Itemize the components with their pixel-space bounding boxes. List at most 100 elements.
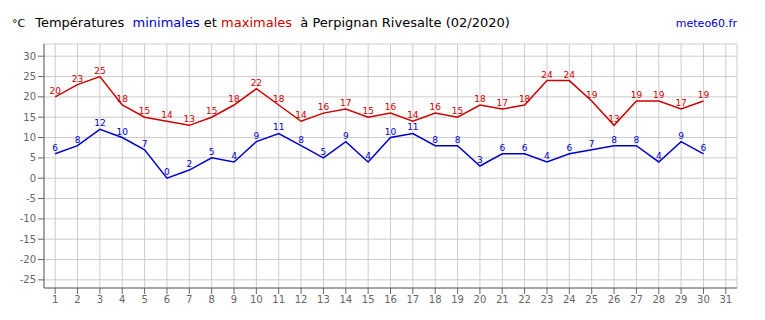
svg-text:0: 0: [30, 173, 36, 184]
svg-text:22: 22: [518, 294, 531, 305]
svg-text:-15: -15: [20, 234, 36, 245]
svg-text:28: 28: [652, 294, 665, 305]
svg-text:8: 8: [611, 135, 617, 145]
svg-text:26: 26: [608, 294, 621, 305]
svg-text:14: 14: [295, 110, 307, 120]
svg-text:7: 7: [589, 139, 595, 149]
svg-text:6: 6: [52, 143, 58, 153]
svg-text:11: 11: [273, 122, 284, 132]
svg-text:27: 27: [630, 294, 643, 305]
svg-text:13: 13: [184, 114, 195, 124]
svg-text:8: 8: [634, 135, 640, 145]
svg-text:4: 4: [656, 151, 662, 161]
svg-text:6: 6: [701, 143, 707, 153]
svg-text:4: 4: [231, 151, 237, 161]
svg-text:7: 7: [142, 139, 148, 149]
svg-text:20: 20: [23, 91, 36, 102]
svg-text:22: 22: [251, 78, 262, 88]
svg-text:24: 24: [541, 70, 553, 80]
svg-text:15: 15: [139, 106, 150, 116]
svg-text:31: 31: [719, 294, 732, 305]
svg-text:-20: -20: [20, 254, 36, 265]
svg-text:8: 8: [432, 135, 438, 145]
svg-text:-25: -25: [20, 274, 36, 285]
svg-text:24: 24: [564, 70, 576, 80]
svg-text:10: 10: [250, 294, 263, 305]
svg-text:9: 9: [343, 131, 349, 141]
svg-text:25: 25: [585, 294, 598, 305]
svg-text:18: 18: [429, 294, 442, 305]
svg-text:13: 13: [317, 294, 330, 305]
svg-text:18: 18: [519, 94, 531, 104]
svg-text:29: 29: [675, 294, 688, 305]
svg-text:18: 18: [117, 94, 129, 104]
svg-text:20: 20: [474, 294, 487, 305]
svg-text:-10: -10: [20, 213, 36, 224]
svg-text:25: 25: [23, 71, 36, 82]
svg-text:7: 7: [186, 294, 192, 305]
svg-text:3: 3: [97, 294, 103, 305]
svg-text:8: 8: [298, 135, 304, 145]
svg-text:16: 16: [385, 102, 397, 112]
svg-text:1: 1: [52, 294, 58, 305]
svg-text:2: 2: [74, 294, 80, 305]
svg-text:14: 14: [339, 294, 352, 305]
svg-text:2: 2: [186, 159, 192, 169]
svg-text:11: 11: [272, 294, 285, 305]
svg-text:21: 21: [496, 294, 509, 305]
svg-text:24: 24: [563, 294, 576, 305]
svg-text:18: 18: [273, 94, 285, 104]
svg-text:15: 15: [452, 106, 463, 116]
svg-text:15: 15: [362, 106, 373, 116]
svg-text:18: 18: [474, 94, 486, 104]
svg-text:4: 4: [365, 151, 371, 161]
svg-text:12: 12: [94, 118, 105, 128]
svg-text:5: 5: [321, 147, 327, 157]
svg-text:15: 15: [206, 106, 217, 116]
svg-text:19: 19: [631, 90, 643, 100]
svg-text:8: 8: [75, 135, 81, 145]
svg-text:6: 6: [566, 143, 572, 153]
svg-text:12: 12: [295, 294, 308, 305]
svg-text:10: 10: [385, 127, 397, 137]
svg-text:6: 6: [522, 143, 528, 153]
svg-text:17: 17: [340, 98, 351, 108]
svg-text:6: 6: [499, 143, 505, 153]
svg-text:10: 10: [117, 127, 129, 137]
svg-text:17: 17: [497, 98, 508, 108]
svg-text:14: 14: [161, 110, 173, 120]
svg-text:23: 23: [72, 74, 83, 84]
svg-text:-5: -5: [26, 193, 36, 204]
svg-text:19: 19: [698, 90, 710, 100]
svg-text:4: 4: [119, 294, 125, 305]
svg-text:16: 16: [429, 102, 441, 112]
svg-text:16: 16: [384, 294, 397, 305]
svg-text:25: 25: [94, 66, 105, 76]
svg-text:3: 3: [477, 155, 483, 165]
svg-text:20: 20: [49, 86, 61, 96]
svg-text:5: 5: [209, 147, 215, 157]
svg-text:11: 11: [407, 122, 418, 132]
svg-text:9: 9: [678, 131, 684, 141]
svg-text:9: 9: [254, 131, 260, 141]
svg-text:17: 17: [406, 294, 419, 305]
svg-text:13: 13: [608, 114, 619, 124]
svg-text:15: 15: [23, 112, 36, 123]
svg-text:8: 8: [455, 135, 461, 145]
svg-text:23: 23: [541, 294, 554, 305]
svg-text:4: 4: [544, 151, 550, 161]
svg-text:30: 30: [23, 51, 36, 62]
svg-text:16: 16: [318, 102, 330, 112]
svg-text:8: 8: [208, 294, 214, 305]
svg-text:10: 10: [23, 132, 36, 143]
svg-text:19: 19: [653, 90, 665, 100]
svg-text:5: 5: [141, 294, 147, 305]
svg-text:14: 14: [407, 110, 419, 120]
svg-text:19: 19: [586, 90, 598, 100]
svg-text:0: 0: [164, 167, 170, 177]
svg-text:9: 9: [231, 294, 237, 305]
svg-text:30: 30: [697, 294, 710, 305]
svg-text:18: 18: [228, 94, 240, 104]
svg-text:19: 19: [451, 294, 464, 305]
svg-text:5: 5: [30, 152, 36, 163]
